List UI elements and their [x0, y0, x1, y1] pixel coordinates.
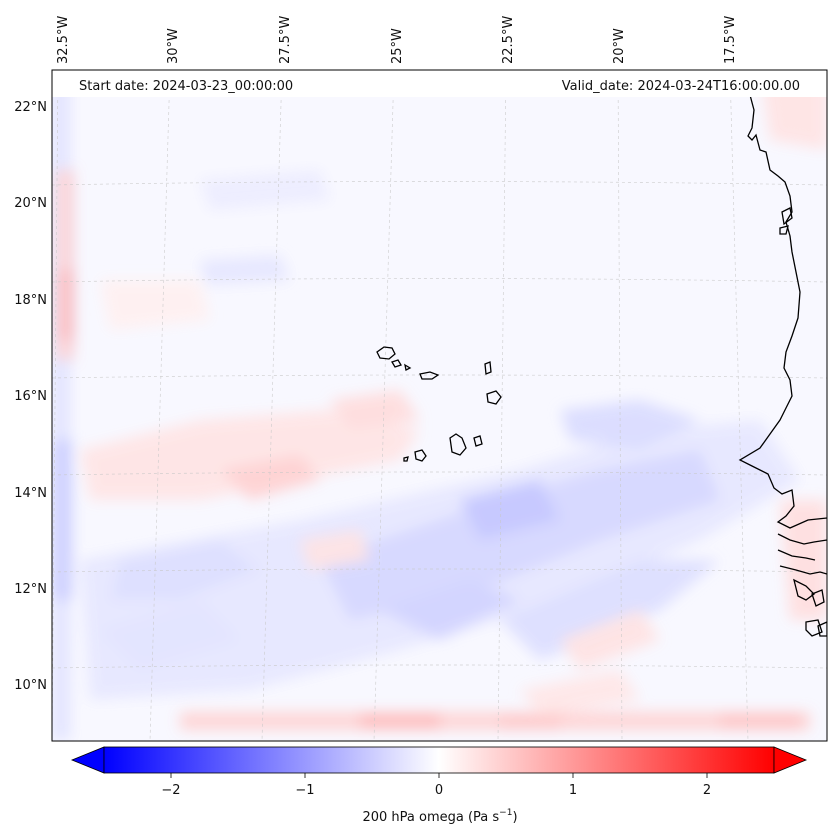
cape-verde-islands [376, 346, 502, 462]
lon-label-32-5w: 32.5°W [56, 16, 71, 64]
colorbar-tick-1: 1 [569, 783, 577, 798]
colorbar: −2 −1 0 1 2 200 hPa omega (Pa s−1) [70, 746, 808, 825]
west-africa-coastline [738, 94, 827, 637]
lat-label-22n: 22°N [14, 100, 47, 115]
lon-label-22-5w: 22.5°W [501, 16, 516, 64]
omega-field [52, 70, 827, 741]
latitude-labels: 22°N 20°N 18°N 16°N 14°N 12°N 10°N [14, 100, 47, 693]
lat-label-18n: 18°N [14, 293, 47, 308]
graticule [52, 70, 827, 741]
colorbar-tick-neg1: −1 [295, 783, 314, 798]
colorbar-tick-0: 0 [435, 783, 443, 798]
start-date-label: Start date: 2024-03-23_00:00:00 [79, 79, 293, 94]
header-box [52, 70, 827, 97]
colorbar-ticks [170, 773, 708, 778]
colorbar-tick-neg2: −2 [161, 783, 180, 798]
lon-label-20w: 20°W [612, 28, 627, 64]
longitude-labels: 32.5°W 30°W 27.5°W 25°W 22.5°W 20°W 17.5… [56, 16, 738, 64]
lat-label-16n: 16°N [14, 389, 47, 404]
colorbar-title: 200 hPa omega (Pa s−1) [362, 808, 517, 825]
colorbar-extend-min [70, 746, 105, 774]
lat-label-12n: 12°N [14, 582, 47, 597]
lon-label-27-5w: 27.5°W [278, 16, 293, 64]
valid-date-label: Valid_date: 2024-03-24T16:00:00.00 [562, 79, 800, 94]
colorbar-extend-max [773, 746, 808, 774]
lon-label-30w: 30°W [166, 28, 181, 64]
colorbar-body [103, 746, 775, 774]
lat-label-20n: 20°N [14, 196, 47, 211]
lon-label-17-5w: 17.5°W [723, 16, 738, 64]
colorbar-tick-2: 2 [703, 783, 711, 798]
map-frame [51, 69, 828, 742]
lat-label-10n: 10°N [14, 678, 47, 693]
lat-label-14n: 14°N [14, 486, 47, 501]
lon-label-25w: 25°W [390, 28, 405, 64]
